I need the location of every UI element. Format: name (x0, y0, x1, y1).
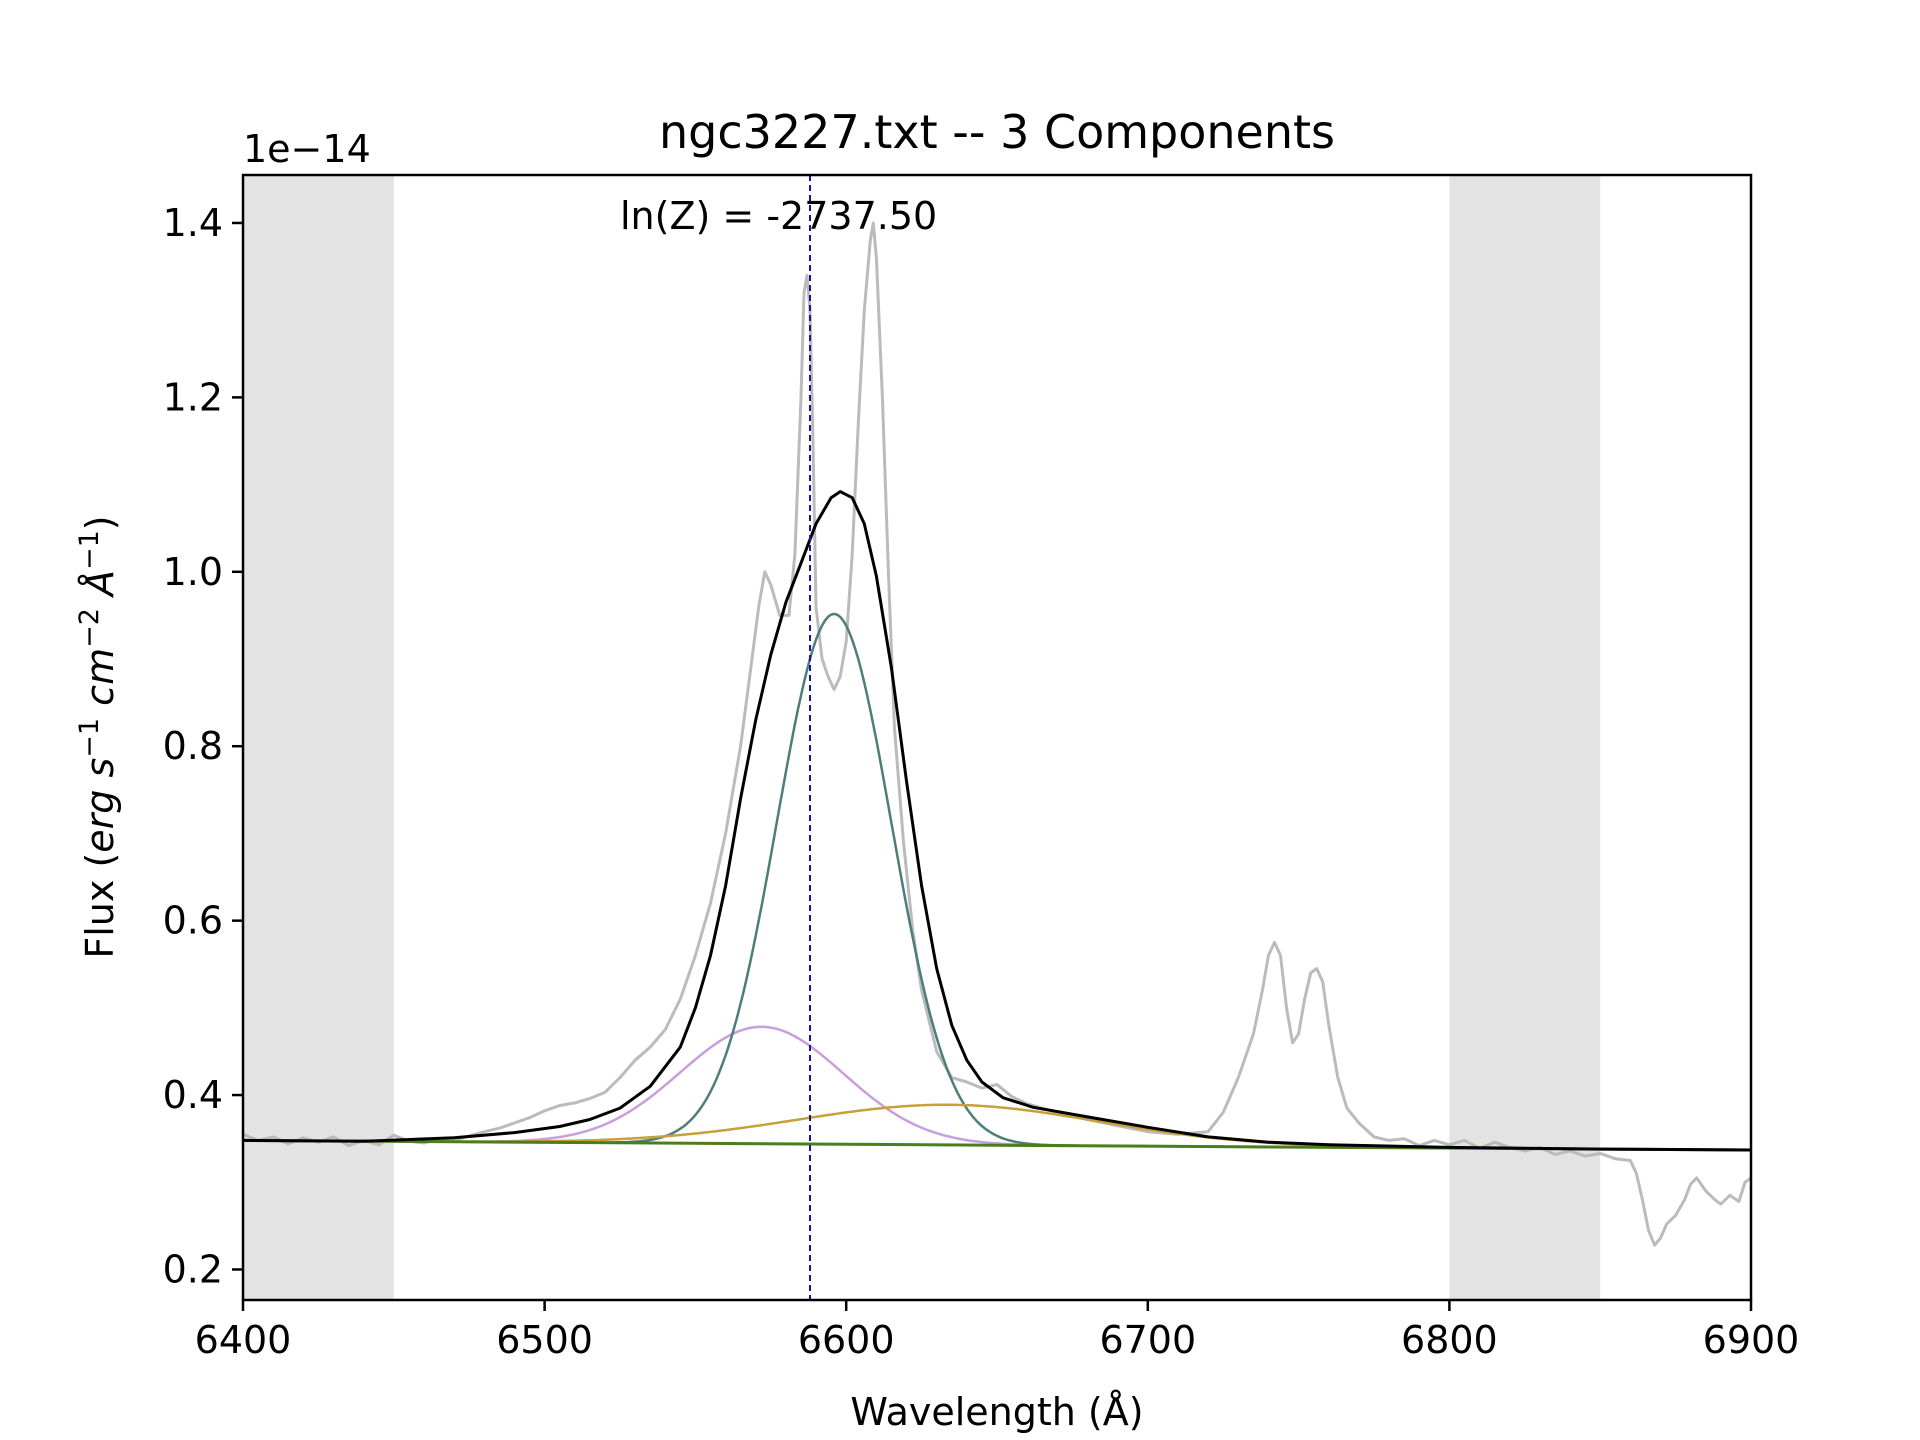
plot-series (243, 175, 1751, 1300)
y-tick-label: 0.8 (163, 724, 223, 768)
x-tick-label: 6900 (1703, 1318, 1800, 1362)
y-tick-label: 1.4 (163, 201, 223, 245)
y-tick-label: 1.0 (163, 550, 223, 594)
x-axis-ticks: 6400 6500 6600 6700 6800 6900 (195, 1300, 1800, 1362)
x-tick-label: 6700 (1099, 1318, 1196, 1362)
shaded-region-1 (243, 175, 394, 1300)
lnz-annotation: ln(Z) = -2737.50 (620, 194, 937, 238)
y-axis-label: Flux (erg s−1 cm−2 Å−1) (74, 515, 123, 958)
plot-frame (241, 173, 1753, 1302)
x-tick-label: 6800 (1401, 1318, 1498, 1362)
total-model-line (243, 490, 1751, 1152)
x-axis-label: Wavelength (Å) (850, 1390, 1143, 1434)
x-tick-label: 6400 (195, 1318, 292, 1362)
y-tick-label: 0.4 (163, 1073, 223, 1117)
y-offset-label: 1e−14 (243, 127, 371, 171)
y-axis-ticks: 0.2 0.4 0.6 0.8 1.0 1.2 1.4 (163, 201, 243, 1291)
x-tick-label: 6500 (496, 1318, 593, 1362)
shaded-region-2 (1449, 175, 1601, 1300)
shaded-regions (243, 175, 1601, 1300)
x-tick-label: 6600 (798, 1318, 895, 1362)
y-tick-label: 0.6 (163, 899, 223, 943)
y-tick-label: 1.2 (163, 375, 223, 419)
chart-title: ngc3227.txt -- 3 Components (659, 105, 1335, 159)
y-tick-label: 0.2 (163, 1247, 223, 1291)
